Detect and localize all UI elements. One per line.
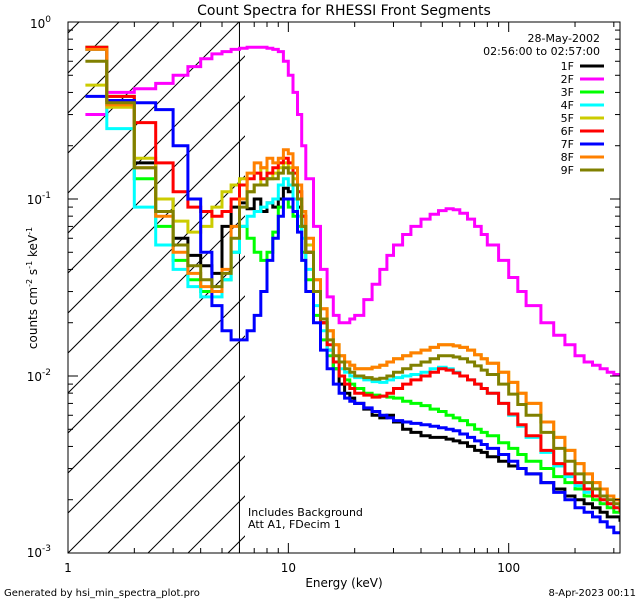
hatch-line	[68, 335, 245, 514]
legend-label: 4F	[561, 99, 574, 112]
legend-label: 1F	[561, 60, 574, 73]
observation-time-range: 02:56:00 to 02:57:00	[483, 45, 600, 58]
y-tick-label: 10-2	[27, 368, 51, 384]
x-axis-label: Energy (keV)	[305, 576, 382, 590]
hatch-line	[68, 22, 240, 194]
legend-label: 3F	[561, 86, 574, 99]
legend-label: 9F	[561, 164, 574, 177]
legend-label: 5F	[561, 112, 574, 125]
x-axis-labels: 1 10 100	[64, 561, 520, 575]
y-axis-labels: 100 10-1 10-2 10-3	[27, 15, 52, 560]
hatch-line	[68, 295, 245, 474]
axis-ticks	[67, 22, 620, 554]
y-tick-label: 100	[30, 15, 51, 31]
legend-label: 8F	[561, 151, 574, 164]
series-line-7F	[85, 94, 620, 535]
x-tick-label: 100	[497, 561, 520, 575]
x-tick-label: 1	[64, 561, 72, 575]
series-line-6F	[85, 45, 620, 513]
hatch-line	[68, 22, 120, 74]
chart-title: Count Spectra for RHESSI Front Segments	[197, 3, 491, 19]
legend-label: 7F	[561, 138, 574, 151]
hatch-line	[68, 95, 245, 274]
generated-by: Generated by hsi_min_spectra_plot.pro	[4, 588, 200, 599]
hatch-line	[68, 375, 245, 553]
x-tick-label: 10	[281, 561, 296, 575]
y-axis-label: counts cm-2 s-1 keV-1	[25, 227, 40, 349]
hatch-line	[68, 22, 160, 114]
series-line-2F	[85, 45, 620, 376]
hatch-line	[107, 415, 245, 553]
hatch-line	[68, 135, 245, 314]
annotation-attenuator: Att A1, FDecim 1	[248, 518, 341, 531]
plot-frame	[67, 21, 621, 554]
legend-label: 2F	[561, 73, 574, 86]
hatch-line	[68, 175, 245, 354]
hatch-line	[68, 22, 200, 154]
legend-label: 6F	[561, 125, 574, 138]
y-tick-label: 10-1	[27, 191, 51, 207]
annotation-background: Includes Background	[248, 506, 363, 519]
y-tick-label: 10-3	[27, 544, 51, 560]
series-lines	[85, 45, 620, 535]
series-line-9F	[85, 59, 620, 508]
observation-date: 28-May-2002	[528, 32, 600, 45]
generation-timestamp: 8-Apr-2023 00:11	[549, 588, 636, 599]
